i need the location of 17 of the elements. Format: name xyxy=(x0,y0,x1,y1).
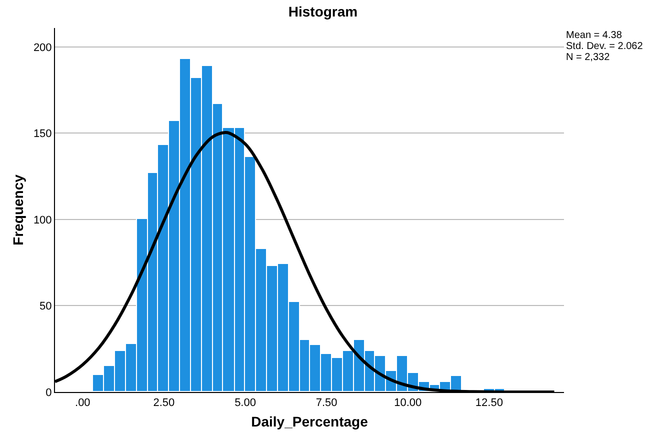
y-tick-label: 50 xyxy=(40,300,52,313)
y-tick-label: 0 xyxy=(46,386,52,399)
x-tick-label: 2.50 xyxy=(153,397,175,410)
y-tick-label: 100 xyxy=(33,214,52,226)
x-axis-title: Daily_Percentage xyxy=(251,414,368,430)
x-tick-label: 12.50 xyxy=(475,397,503,410)
x-tick-label: 5.00 xyxy=(234,397,256,410)
y-tick-label: 150 xyxy=(33,128,52,140)
y-tick-label: 200 xyxy=(33,42,52,54)
y-axis-title: Frequency xyxy=(10,174,26,246)
x-tick-label: 7.50 xyxy=(316,397,338,410)
text: N = 2,332 xyxy=(566,52,610,63)
x-tick-label: .00 xyxy=(75,397,90,410)
text: Mean = 4.38 xyxy=(566,30,622,41)
x-tick-label: 10.00 xyxy=(394,397,422,410)
text: Std. Dev. = 2.062 xyxy=(566,41,644,52)
chart-title: Histogram xyxy=(288,3,358,20)
